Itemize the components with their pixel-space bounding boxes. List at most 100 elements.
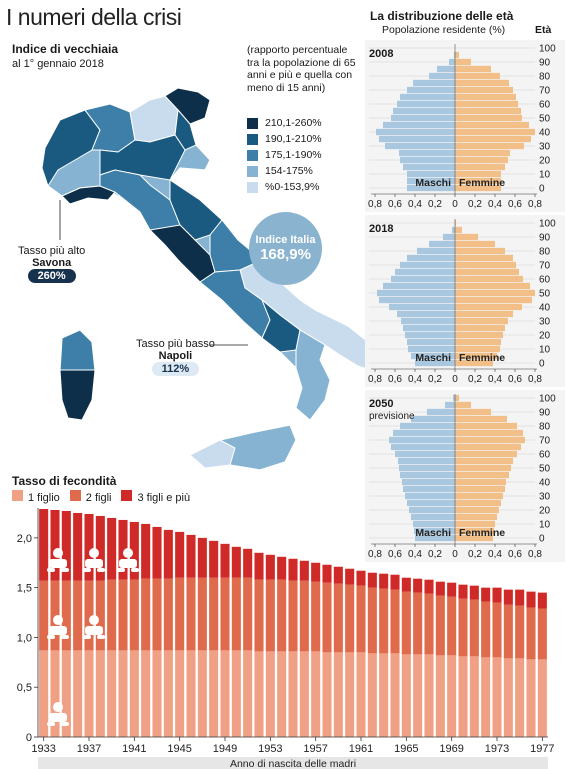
female-bar (455, 324, 505, 332)
male-bar (400, 261, 455, 269)
male-bar (429, 240, 455, 248)
male-bar (389, 436, 455, 444)
legend-item-1: 210,1-260% (247, 115, 322, 131)
bar-segment (39, 650, 49, 737)
female-bar (455, 107, 521, 115)
male-bar (452, 226, 455, 234)
bar-segment (379, 573, 389, 589)
y-tick-label: 1,5 (17, 583, 32, 595)
bar-segment (537, 592, 547, 609)
female-bar (455, 240, 495, 248)
bar-segment (379, 588, 389, 654)
x-tick-label: 1933 (31, 743, 55, 755)
male-bar (429, 72, 455, 80)
bar-segment (129, 650, 139, 737)
bar-segment (95, 580, 105, 651)
bar-segment (50, 650, 60, 737)
x-tick-label: 0,4 (488, 199, 502, 210)
age-tick-label: 50 (539, 114, 551, 125)
male-bar (445, 401, 455, 409)
legend-label: 1 figlio (28, 492, 60, 504)
bar-segment (243, 548, 253, 578)
female-bar (455, 359, 493, 367)
bar-segment (277, 556, 287, 580)
pyramid-2050: 0 10 20 30 40 50 60 70 80 90 100 Maschi Femmine 0,8 0,… (365, 390, 565, 562)
bar-segment (152, 650, 162, 737)
italy-index-value: 168,9% (260, 246, 311, 263)
bar-segment (107, 517, 117, 580)
age-tick-label: 50 (539, 464, 551, 475)
male-bar (393, 429, 455, 437)
bar-segment (469, 656, 479, 737)
pyramids-subtitle: Popolazione residente (%) (382, 24, 506, 36)
bar-segment (390, 653, 400, 737)
bar-segment (367, 587, 377, 654)
y-tick-label: 1,0 (17, 632, 32, 644)
x-tick-label: 0,8 (528, 199, 542, 210)
x-tick-label: 1969 (439, 743, 463, 755)
male-bar (399, 149, 455, 157)
male-bar (407, 338, 455, 346)
bar-segment (401, 591, 411, 655)
bar-segment (345, 652, 355, 737)
male-bar (411, 513, 455, 521)
baby-icon (47, 548, 69, 572)
bar-segment (118, 519, 128, 580)
map-title: Indice di vecchiaia (12, 42, 119, 56)
x-tick-label: 0,8 (528, 549, 542, 560)
bar-segment (424, 579, 434, 594)
fertility-title: Tasso di fecondità (12, 474, 117, 488)
female-bar (455, 247, 505, 255)
female-bar (455, 499, 501, 507)
bar-segment (299, 580, 309, 652)
bar-segment (311, 651, 321, 737)
bar-segment (243, 650, 253, 737)
bar-segment (186, 577, 196, 651)
bar-segment (254, 552, 264, 580)
region-calabria (295, 329, 331, 421)
x-tick-label: 0,2 (428, 374, 442, 385)
male-bar (379, 296, 455, 304)
bar-segment (299, 651, 309, 737)
legend-item-3: 175,1-190% (247, 147, 322, 163)
bar-segment (413, 592, 423, 655)
x-tick-label: 0 (452, 374, 458, 385)
legend-label: 175,1-190% (265, 149, 322, 161)
male-bar (417, 247, 455, 255)
pyramid-2050-svg: 0 10 20 30 40 50 60 70 80 90 100 Maschi Femmine 0,8 0,… (368, 394, 556, 561)
male-bar (395, 268, 455, 276)
bar-segment (61, 650, 71, 737)
baby-icon (47, 702, 69, 726)
x-tick-label: 0,8 (368, 549, 382, 560)
bar-segment (469, 599, 479, 657)
bar-segment (526, 659, 536, 737)
fert-legend-item-2: 2 figli (69, 490, 111, 504)
bar-segment (220, 650, 230, 737)
x-tick-label: 0,8 (368, 374, 382, 385)
age-tick-label: 70 (539, 436, 551, 447)
pyramid-2008-svg: 0 10 20 30 40 50 60 70 80 90 100 Maschi Femmine 0,8 0,… (368, 44, 556, 211)
bar-segment (152, 578, 162, 651)
map-subtitle: al 1° gennaio 2018 (12, 58, 104, 70)
bar-segment (379, 653, 389, 737)
female-bar (455, 163, 505, 171)
baby-icon (117, 548, 139, 572)
female-bar (455, 450, 517, 458)
page-title: I numeri della crisi (6, 4, 182, 30)
fertility-legend: 1 figlio 2 figli 3 figli e più (12, 490, 190, 504)
male-label: Maschi (415, 352, 451, 364)
female-bar (455, 170, 501, 178)
female-bar (455, 408, 491, 416)
age-tick-label: 80 (539, 72, 551, 83)
male-bar (413, 79, 455, 87)
bar-segment (107, 650, 117, 737)
female-bar (455, 436, 525, 444)
male-bar (379, 135, 455, 143)
bar-segment (424, 654, 434, 737)
bar-segment (231, 546, 241, 578)
female-bar (455, 149, 510, 157)
female-bar (455, 58, 471, 66)
bar-segment (209, 650, 219, 737)
bar-segment (322, 652, 332, 737)
bar-segment (277, 651, 287, 737)
